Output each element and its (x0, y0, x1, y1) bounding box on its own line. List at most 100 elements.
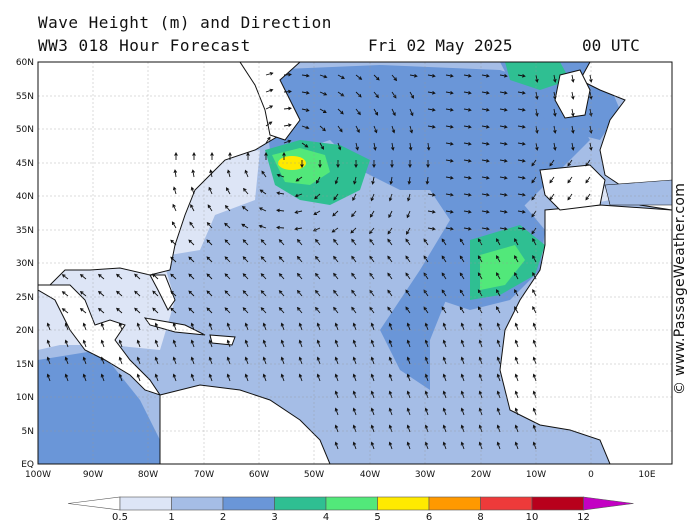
wave-direction-arrow (208, 373, 213, 382)
lon-label: 20W (471, 470, 491, 480)
wave-direction-arrow (265, 88, 274, 93)
wave-direction-arrow (459, 306, 465, 314)
wave-direction-arrow (481, 107, 490, 112)
wave-direction-arrow (514, 289, 519, 297)
legend-tick-label: 0.5 (112, 512, 128, 523)
wave-direction-arrow (442, 322, 447, 331)
wave-direction-arrow (517, 73, 526, 78)
legend-tick-label: 1 (168, 512, 174, 523)
wave-direction-arrow (301, 142, 309, 148)
lat-label: 60N (16, 58, 34, 68)
wave-direction-arrow (463, 209, 472, 214)
wave-direction-arrow (351, 255, 357, 263)
wave-direction-arrow (170, 239, 177, 246)
wave-direction-arrow (499, 158, 508, 163)
wave-direction-arrow (190, 373, 195, 382)
wave-direction-arrow (261, 170, 267, 178)
wave-direction-arrow (459, 289, 465, 297)
wave-direction-arrow (276, 191, 285, 196)
wave-direction-arrow (496, 272, 501, 280)
wave-direction-arrow (478, 322, 483, 331)
wave-direction-arrow (351, 272, 357, 280)
wave-direction-arrow (82, 356, 87, 365)
wave-direction-arrow (172, 186, 177, 195)
wave-direction-arrow (319, 74, 328, 79)
wave-direction-arrow (531, 210, 537, 218)
wave-direction-arrow (514, 390, 519, 399)
wave-direction-arrow (406, 407, 411, 416)
wave-direction-arrow (296, 272, 303, 280)
wave-direction-arrow (154, 356, 159, 365)
wave-direction-arrow (496, 441, 501, 450)
land-mexico-central-america (38, 284, 162, 396)
wave-direction-arrow (296, 306, 303, 314)
wave-direction-arrow (46, 322, 51, 331)
wave-direction-arrow (226, 187, 231, 195)
wave-direction-arrow (242, 273, 249, 280)
wave-direction-arrow (553, 74, 557, 83)
wave-direction-arrow (98, 307, 105, 314)
wave-direction-arrow (337, 142, 342, 151)
wave-direction-arrow (154, 339, 159, 348)
wave-direction-arrow (463, 192, 472, 197)
lon-label: 70W (194, 470, 214, 480)
wave-direction-arrow (333, 272, 339, 280)
wave-direction-arrow (567, 176, 573, 184)
wave-direction-arrow (298, 339, 303, 348)
wave-direction-arrow (517, 158, 526, 163)
wave-direction-arrow (371, 176, 375, 185)
wave-direction-arrow (276, 173, 285, 178)
wave-direction-arrow (352, 339, 357, 348)
wave-direction-arrow (301, 73, 310, 78)
wave-direction-arrow (353, 176, 357, 185)
wave-direction-arrow (355, 91, 362, 98)
wave-direction-arrow (171, 221, 177, 229)
legend-color-swatch (428, 496, 481, 511)
wave-direction-arrow (442, 407, 447, 416)
wave-direction-arrow (190, 203, 195, 212)
wave-direction-arrow (334, 441, 339, 450)
wave-direction-arrow (283, 123, 292, 128)
wave-direction-arrow (282, 152, 286, 160)
wave-direction-arrow (424, 407, 429, 416)
wave-direction-arrow (64, 356, 69, 365)
map-frame (37, 61, 673, 465)
wave-direction-arrow (406, 373, 411, 382)
wave-direction-arrow (463, 73, 472, 78)
legend-tick-label: 4 (323, 512, 329, 523)
wave-direction-arrow (242, 307, 249, 314)
wave-direction-arrow (373, 74, 380, 81)
wave-direction-arrow (190, 356, 195, 365)
wave-direction-arrow (319, 125, 326, 132)
legend-tick-label: 2 (220, 512, 226, 523)
wave-direction-arrow (499, 226, 508, 231)
wave-direction-arrow (136, 356, 141, 365)
wave-direction-arrow (188, 273, 195, 280)
wave-direction-arrow (118, 339, 123, 348)
wave-direction-arrow (388, 210, 393, 219)
wave-direction-arrow (352, 373, 357, 382)
wave-direction-arrow (355, 74, 363, 80)
wave-direction-arrow (499, 175, 508, 180)
wave-direction-arrow (514, 356, 519, 365)
wave-direction-arrow (355, 142, 359, 151)
lon-label: 10W (526, 470, 546, 480)
wave-direction-arrow (424, 339, 429, 348)
wave-direction-arrow (387, 227, 393, 235)
wave-direction-arrow (373, 91, 379, 99)
lat-label: EQ (21, 460, 34, 470)
wave-direction-arrow (405, 289, 411, 297)
wave-direction-arrow (409, 125, 414, 134)
wave-direction-arrow (406, 322, 411, 331)
wave-direction-arrow (333, 289, 339, 297)
wave-direction-arrow (514, 272, 519, 280)
wave-direction-arrow (206, 307, 213, 314)
lat-label: 10N (16, 393, 34, 403)
wave-direction-arrow (589, 142, 593, 151)
wave-direction-arrow (585, 176, 591, 184)
forecast-date: Fri 02 May 2025 (368, 36, 513, 55)
wave-direction-arrow (352, 407, 357, 416)
wave-direction-arrow (426, 142, 431, 151)
wave-direction-arrow (424, 322, 429, 331)
wave-direction-arrow (315, 306, 321, 314)
